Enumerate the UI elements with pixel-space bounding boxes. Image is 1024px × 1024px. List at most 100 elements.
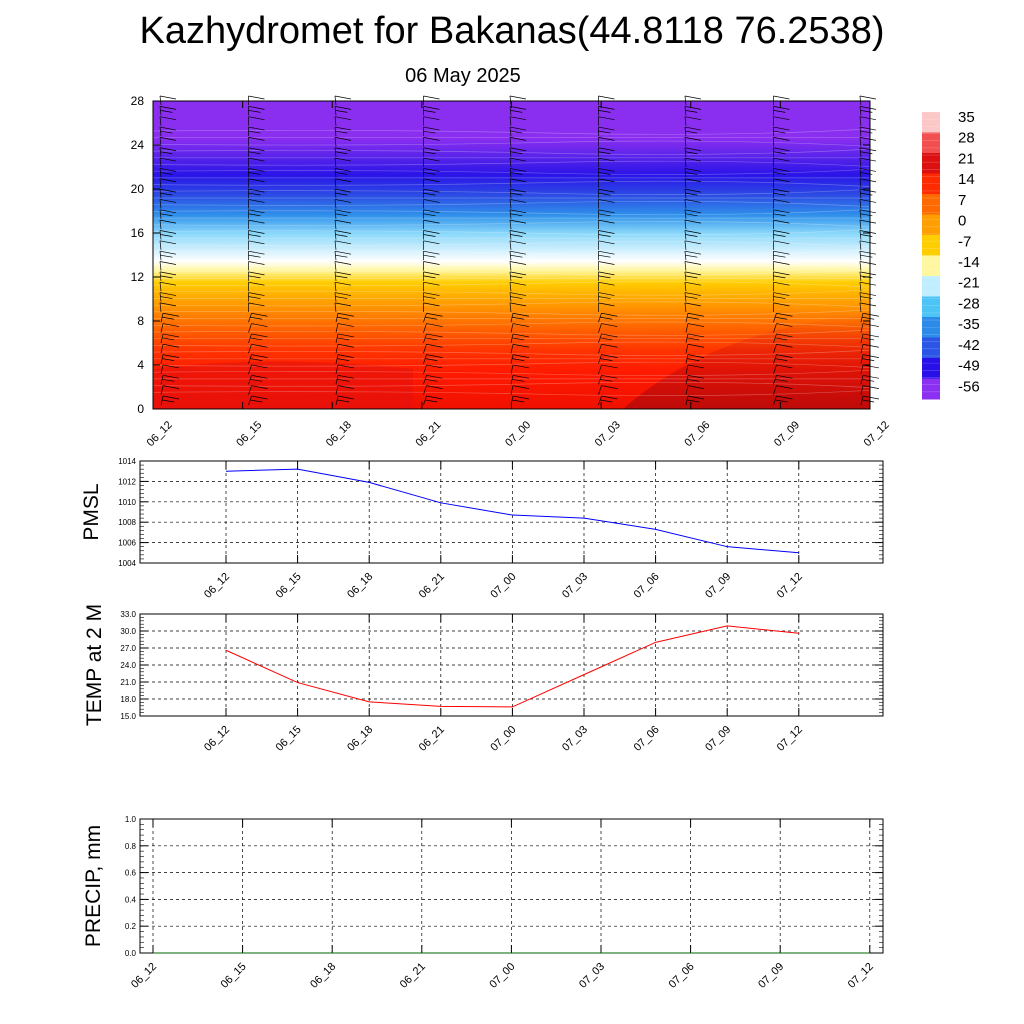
y-tick-label: 1014: [118, 457, 136, 466]
wind-barb-flag: [251, 395, 268, 400]
x-tick-label: 07_12: [862, 419, 892, 449]
wind-barb-flag: [862, 354, 879, 358]
wind-barb-flag: [162, 364, 180, 369]
wind-barb-flag: [337, 395, 355, 400]
wind-barb-flag: [773, 254, 786, 258]
wind-barb-flag: [248, 126, 265, 131]
contour-line: [152, 209, 871, 216]
wind-barb-flag: [512, 312, 530, 317]
wind-barb-flag: [509, 240, 527, 245]
wind-barb-flag: [600, 399, 613, 403]
wind-barb-flag: [248, 178, 265, 183]
wind-barb-flag: [248, 130, 261, 134]
wind-barb-flag: [162, 333, 180, 338]
colorbar-swatch: [922, 194, 940, 215]
wind-barb-flag: [685, 213, 698, 217]
colorbar-label: -7: [958, 233, 971, 250]
wind-barb-flag: [423, 106, 440, 110]
wind-barb-flag: [773, 151, 786, 155]
wind-barb-flag: [337, 337, 350, 341]
wind-barb-staff: [159, 137, 162, 147]
wind-barb-staff: [335, 333, 339, 344]
wind-barb-flag: [509, 95, 527, 100]
y-tick-label: 1.0: [125, 815, 137, 824]
colorbar-swatch: [922, 337, 940, 359]
wind-barb-staff: [684, 251, 687, 261]
wind-barb-flag: [775, 358, 788, 361]
wind-barb-flag: [859, 188, 876, 193]
x-tick-label: 06_18: [308, 961, 338, 991]
wind-barb-staff: [598, 323, 602, 333]
wind-barb-flag: [337, 333, 355, 338]
wind-barb-flag: [334, 106, 352, 110]
wind-barb-flag: [248, 261, 265, 265]
contour-line: [152, 128, 871, 135]
wind-barb-staff: [159, 189, 162, 199]
wind-barb-flag: [334, 188, 352, 193]
contour-line: [152, 301, 871, 308]
wind-barb-staff: [423, 395, 427, 406]
wind-barb-flag: [687, 378, 700, 382]
wind-barb-flag: [684, 230, 702, 234]
wind-barb-flag: [334, 95, 352, 100]
wind-barb-flag: [509, 261, 527, 265]
wind-barb-flag: [775, 316, 788, 320]
wind-barb-staff: [684, 292, 687, 302]
contour-line: [152, 148, 871, 155]
wind-barb-flag: [250, 337, 263, 341]
wind-barb-flag: [598, 281, 615, 286]
wind-barb-staff: [684, 261, 687, 271]
wind-barb-flag: [776, 343, 793, 348]
wind-barb-flag: [776, 395, 793, 400]
wind-barb-flag: [687, 312, 705, 317]
wind-barb-flag: [773, 126, 790, 131]
wind-barb-staff: [598, 344, 602, 354]
wind-barb-flag: [509, 157, 527, 162]
wind-barb-staff: [334, 302, 337, 312]
wind-barb-flag: [162, 358, 175, 361]
x-tick-label: 07_00: [503, 419, 533, 449]
wind-barb-flag: [248, 188, 265, 193]
wind-barb-staff: [860, 313, 864, 323]
wind-barb-staff: [773, 354, 777, 364]
wind-barb-flag: [423, 137, 440, 141]
wind-barb-staff: [684, 209, 687, 219]
wind-barb-flag: [160, 192, 173, 196]
wind-barb-staff: [684, 230, 687, 240]
wind-barb-flag: [334, 168, 352, 172]
precip-panel: 0.0 0.2 0.4 0.6 0.8 1.0 06_12 06_15 06_18 06_21 07…: [82, 815, 884, 991]
x-tick-label: 06_15: [274, 571, 304, 601]
wind-barb-staff: [510, 313, 514, 323]
wind-barb-flag: [159, 219, 177, 224]
wind-barb-staff: [859, 292, 862, 302]
colorbar-label: 0: [958, 213, 966, 230]
wind-barb-flag: [862, 399, 875, 403]
wind-barb-flag: [684, 219, 702, 224]
contour-line: [152, 389, 871, 396]
wind-barb-flag: [334, 240, 352, 245]
wind-barb-staff: [248, 323, 252, 333]
wind-barb-staff: [510, 333, 514, 344]
wind-barb-staff: [685, 313, 689, 323]
wind-barb-staff: [684, 240, 687, 250]
wind-barb-flag: [423, 109, 436, 113]
wind-barb-flag: [773, 172, 786, 175]
wind-barb-flag: [598, 130, 611, 134]
wind-barb-staff: [684, 116, 687, 126]
wind-barb-flag: [423, 213, 436, 217]
colorbar-label: 28: [958, 130, 975, 147]
wind-barb-staff: [159, 220, 162, 230]
y-axis-title: PRECIP, mm: [82, 825, 105, 947]
wind-barb-flag: [335, 254, 348, 258]
wind-barb-staff: [860, 344, 864, 354]
wind-barb-flag: [512, 316, 525, 320]
wind-barb-staff: [248, 375, 252, 385]
wind-barb-flag: [687, 395, 705, 400]
wind-barb-flag: [773, 199, 790, 203]
wind-barb-staff: [159, 230, 162, 240]
wind-barb-staff: [334, 282, 337, 292]
wind-barb-flag: [512, 378, 525, 382]
wind-barb-flag: [426, 354, 443, 358]
wind-barb-flag: [598, 234, 611, 237]
wind-barb-flag: [512, 364, 530, 369]
